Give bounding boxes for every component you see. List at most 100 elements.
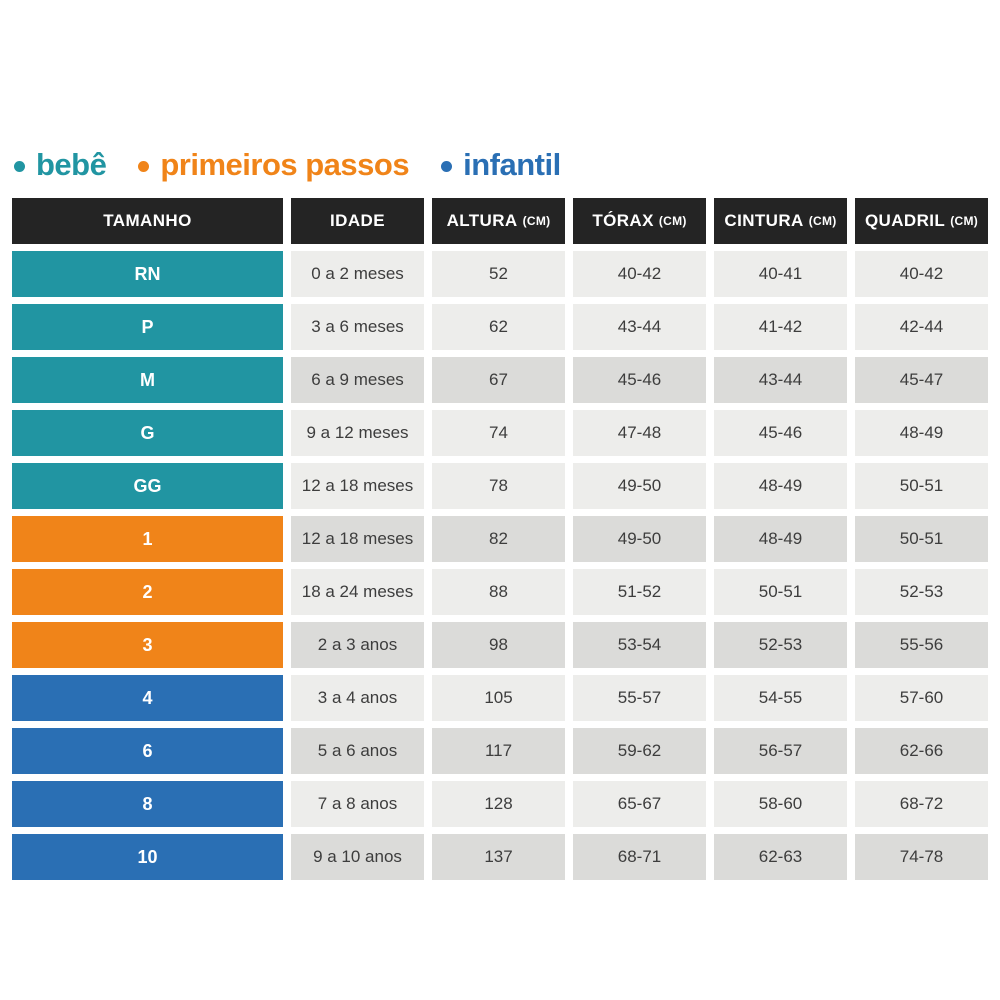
quadril-cell: 55-56	[855, 622, 988, 668]
quadril-cell: 48-49	[855, 410, 988, 456]
legend-dot-icon	[14, 161, 25, 172]
quadril-cell: 68-72	[855, 781, 988, 827]
column-header-unit: (CM)	[658, 214, 687, 228]
cintura-cell: 45-46	[714, 410, 847, 456]
size-chart-content: bebê primeiros passos infantil TAMANHO I…	[12, 146, 988, 880]
size-cell: 2	[12, 569, 283, 615]
size-table: TAMANHO IDADE ALTURA (CM) TÓRAX (CM) CIN…	[12, 198, 988, 880]
size-cell: M	[12, 357, 283, 403]
size-cell: 1	[12, 516, 283, 562]
altura-cell: 67	[432, 357, 565, 403]
cintura-cell: 54-55	[714, 675, 847, 721]
quadril-cell: 62-66	[855, 728, 988, 774]
torax-cell: 51-52	[573, 569, 706, 615]
torax-cell: 68-71	[573, 834, 706, 880]
column-header-altura: ALTURA (CM)	[432, 198, 565, 244]
size-cell: P	[12, 304, 283, 350]
cintura-cell: 40-41	[714, 251, 847, 297]
idade-cell: 2 a 3 anos	[291, 622, 424, 668]
idade-cell: 9 a 10 anos	[291, 834, 424, 880]
quadril-cell: 57-60	[855, 675, 988, 721]
torax-cell: 65-67	[573, 781, 706, 827]
quadril-cell: 52-53	[855, 569, 988, 615]
size-cell: 10	[12, 834, 283, 880]
altura-cell: 88	[432, 569, 565, 615]
altura-cell: 105	[432, 675, 565, 721]
legend-item-primeiros-passos: primeiros passos	[138, 147, 410, 183]
cintura-cell: 58-60	[714, 781, 847, 827]
altura-cell: 74	[432, 410, 565, 456]
altura-cell: 117	[432, 728, 565, 774]
idade-cell: 3 a 4 anos	[291, 675, 424, 721]
size-cell: GG	[12, 463, 283, 509]
torax-cell: 45-46	[573, 357, 706, 403]
idade-cell: 12 a 18 meses	[291, 516, 424, 562]
cintura-cell: 48-49	[714, 516, 847, 562]
torax-cell: 55-57	[573, 675, 706, 721]
column-header-quadril: QUADRIL (CM)	[855, 198, 988, 244]
altura-cell: 98	[432, 622, 565, 668]
torax-cell: 49-50	[573, 463, 706, 509]
quadril-cell: 40-42	[855, 251, 988, 297]
torax-cell: 40-42	[573, 251, 706, 297]
altura-cell: 52	[432, 251, 565, 297]
column-header-tamanho: TAMANHO	[12, 198, 283, 244]
cintura-cell: 52-53	[714, 622, 847, 668]
torax-cell: 53-54	[573, 622, 706, 668]
torax-cell: 43-44	[573, 304, 706, 350]
column-header-label: TÓRAX	[592, 211, 654, 230]
column-header-unit: (CM)	[522, 214, 551, 228]
altura-cell: 137	[432, 834, 565, 880]
column-header-label: CINTURA	[724, 211, 804, 230]
size-cell: RN	[12, 251, 283, 297]
legend-label: infantil	[463, 147, 561, 182]
idade-cell: 3 a 6 meses	[291, 304, 424, 350]
idade-cell: 7 a 8 anos	[291, 781, 424, 827]
legend-item-infantil: infantil	[441, 147, 561, 183]
idade-cell: 9 a 12 meses	[291, 410, 424, 456]
column-header-torax: TÓRAX (CM)	[573, 198, 706, 244]
cintura-cell: 48-49	[714, 463, 847, 509]
legend-dot-icon	[138, 161, 150, 172]
torax-cell: 47-48	[573, 410, 706, 456]
size-cell: 3	[12, 622, 283, 668]
column-header-idade: IDADE	[291, 198, 424, 244]
category-legend: bebê primeiros passos infantil	[14, 146, 988, 184]
size-cell: 4	[12, 675, 283, 721]
size-cell: G	[12, 410, 283, 456]
cintura-cell: 43-44	[714, 357, 847, 403]
quadril-cell: 74-78	[855, 834, 988, 880]
torax-cell: 49-50	[573, 516, 706, 562]
column-header-label: QUADRIL	[864, 211, 946, 230]
legend-item-bebe: bebê	[14, 147, 107, 183]
quadril-cell: 42-44	[855, 304, 988, 350]
torax-cell: 59-62	[573, 728, 706, 774]
idade-cell: 5 a 6 anos	[291, 728, 424, 774]
legend-label: bebê	[36, 147, 107, 182]
column-header-label: IDADE	[330, 211, 385, 230]
legend-label: primeiros passos	[160, 147, 410, 182]
idade-cell: 18 a 24 meses	[291, 569, 424, 615]
column-header-label: TAMANHO	[103, 211, 192, 230]
altura-cell: 62	[432, 304, 565, 350]
cintura-cell: 62-63	[714, 834, 847, 880]
quadril-cell: 45-47	[855, 357, 988, 403]
column-header-label: ALTURA	[446, 211, 518, 230]
idade-cell: 6 a 9 meses	[291, 357, 424, 403]
quadril-cell: 50-51	[855, 516, 988, 562]
column-header-unit: (CM)	[808, 214, 837, 228]
size-cell: 8	[12, 781, 283, 827]
cintura-cell: 56-57	[714, 728, 847, 774]
size-cell: 6	[12, 728, 283, 774]
altura-cell: 78	[432, 463, 565, 509]
altura-cell: 128	[432, 781, 565, 827]
legend-dot-icon	[441, 161, 453, 172]
altura-cell: 82	[432, 516, 565, 562]
idade-cell: 12 a 18 meses	[291, 463, 424, 509]
cintura-cell: 50-51	[714, 569, 847, 615]
cintura-cell: 41-42	[714, 304, 847, 350]
idade-cell: 0 a 2 meses	[291, 251, 424, 297]
column-header-cintura: CINTURA (CM)	[714, 198, 847, 244]
column-header-unit: (CM)	[950, 214, 979, 228]
